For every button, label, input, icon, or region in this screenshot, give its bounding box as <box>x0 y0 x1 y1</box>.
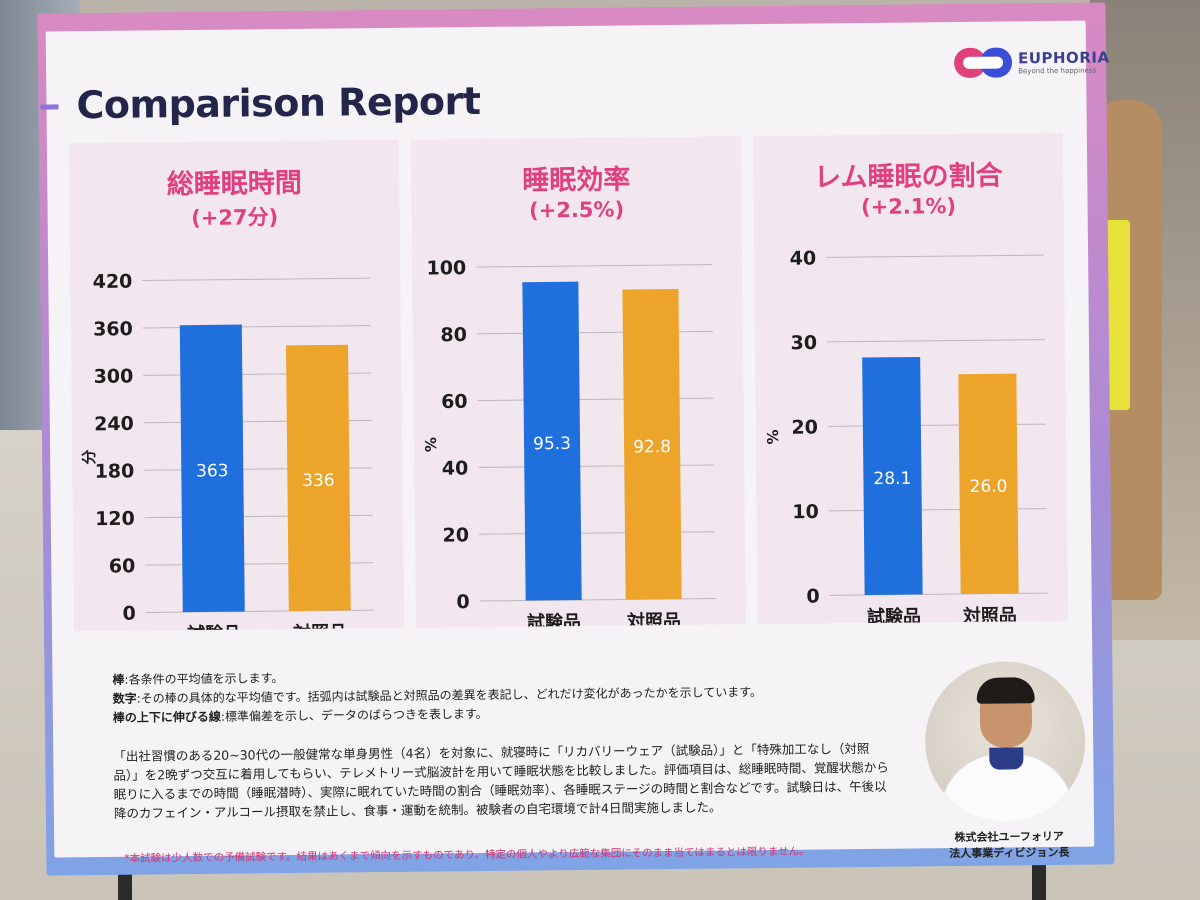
gridline <box>142 277 371 282</box>
bar-value-label: 92.8 <box>633 437 671 457</box>
bar-value-label: 26.0 <box>969 477 1007 497</box>
brand-name: EUPHORIA <box>1017 48 1110 68</box>
chart-panel-rem-ratio: レム睡眠の割合 (+2.1%) 0 10 20 30 40% 28.1 試験品 26.0 対照品 <box>752 132 1068 625</box>
presenter-company: 株式会社ユーフォリア <box>954 829 1064 845</box>
photo-hair <box>976 677 1035 704</box>
x-category-label: 対照品 <box>292 621 347 631</box>
y-tick-label: 420 <box>93 271 133 293</box>
gridline <box>142 325 371 329</box>
photo-collar <box>989 747 1024 770</box>
gridline <box>826 254 1045 258</box>
note-line-text: 標準偏差を示し、データのばらつきを表します。 <box>224 706 488 724</box>
gridline <box>476 264 713 268</box>
y-tick-label: 0 <box>806 585 819 607</box>
x-category-label: 試験品 <box>867 605 921 624</box>
stand-leg-right <box>1032 860 1046 900</box>
y-tick-label: 40 <box>790 247 817 269</box>
y-tick-label: 120 <box>95 508 135 530</box>
y-tick-label: 20 <box>791 416 818 438</box>
y-tick-label: 0 <box>456 591 469 613</box>
y-axis-label: % <box>764 429 782 444</box>
poster-board: Comparison Report EUPHORIA Beyond the ha… <box>37 2 1115 876</box>
bar-test <box>522 281 582 601</box>
y-axis-label: 分 <box>80 449 98 464</box>
note-bar-text: 各条件の平均値を示します。 <box>128 671 284 687</box>
bar-value-label: 336 <box>302 471 335 491</box>
presenter-role: 法人事業ディビジョン長 <box>949 845 1070 861</box>
x-category-label: 対照品 <box>626 610 681 628</box>
chart-panel-sleep-efficiency: 睡眠効率 (+2.5%) 0 20 40 60 80 100% 95.3 試験品 92.8 対照品 <box>410 136 746 628</box>
x-category-label: 対照品 <box>962 604 1017 624</box>
bar-control <box>286 344 351 612</box>
y-tick-label: 60 <box>109 555 136 577</box>
chart-total-sleep: 0 60 120 180 240 300 360 420 分 363 試験品 336 対照品 <box>80 271 374 632</box>
poster-inner: Comparison Report EUPHORIA Beyond the ha… <box>40 20 1110 865</box>
chart-sleep-efficiency: 0 20 40 60 80 100% 95.3 試験品 92.8 対照品 <box>422 257 716 628</box>
bar-control <box>958 373 1019 594</box>
y-tick-label: 240 <box>94 413 134 435</box>
y-tick-label: 40 <box>442 458 469 480</box>
y-tick-label: 10 <box>792 501 819 523</box>
bar-value-label: 95.3 <box>533 434 571 454</box>
report-title: Comparison Report <box>76 78 481 128</box>
note-bar-label: 棒 <box>112 672 125 687</box>
brand-tagline: Beyond the happiness <box>1018 66 1097 76</box>
y-tick-label: 20 <box>442 524 469 546</box>
y-tick-label: 80 <box>440 324 467 346</box>
note-line-label: 棒の上下に伸びる線 <box>112 709 221 725</box>
legend-notes: 棒:各条件の平均値を示します。 数字:その棒の具体的な平均値です。括弧内は試験品… <box>112 671 763 725</box>
note-number-text: その棒の具体的な平均値です。括弧内は試験品と対照品の差異を表記し、どれだけ変化が… <box>140 685 763 706</box>
x-category-label: 試験品 <box>187 623 241 632</box>
y-tick-label: 60 <box>441 391 468 413</box>
gridline <box>826 339 1045 343</box>
y-tick-label: 360 <box>93 318 133 340</box>
bar-control <box>622 288 682 600</box>
y-tick-label: 0 <box>122 603 135 625</box>
y-tick-label: 30 <box>790 332 817 354</box>
presenter-caption: 株式会社ユーフォリア 法人事業ディビジョン長 <box>934 829 1084 863</box>
bar-value-label: 28.1 <box>873 469 911 489</box>
study-description: 「出社習慣のある20~30代の一般健常な単身男性（4名）を対象に、就寝時に「リカ… <box>113 740 889 821</box>
chart-rem-ratio: 0 10 20 30 40% 28.1 試験品 26.0 対照品 <box>764 247 1048 624</box>
x-category-label: 試験品 <box>527 611 581 628</box>
brand-logo-icon <box>953 47 1013 79</box>
bar-test <box>179 324 245 613</box>
title-accent-bar <box>40 104 59 110</box>
footnote: *本試験は少人数での予備試験です。結果はあくまで傾向を示すものであり、特定の個人… <box>124 845 810 865</box>
y-axis-label: % <box>422 437 440 452</box>
bar-value-label: 363 <box>196 461 229 481</box>
chart-panel-total-sleep: 総睡眠時間 (+27分) 060120180240300360420分363試験… <box>68 139 404 632</box>
y-tick-label: 100 <box>426 257 466 279</box>
bar-test <box>862 356 923 595</box>
y-tick-label: 180 <box>95 460 135 482</box>
note-number-label: 数字 <box>112 691 137 706</box>
presenter-photo <box>924 660 1087 823</box>
y-tick-label: 300 <box>94 365 134 387</box>
brand-logo: EUPHORIA Beyond the happiness <box>953 46 1110 79</box>
